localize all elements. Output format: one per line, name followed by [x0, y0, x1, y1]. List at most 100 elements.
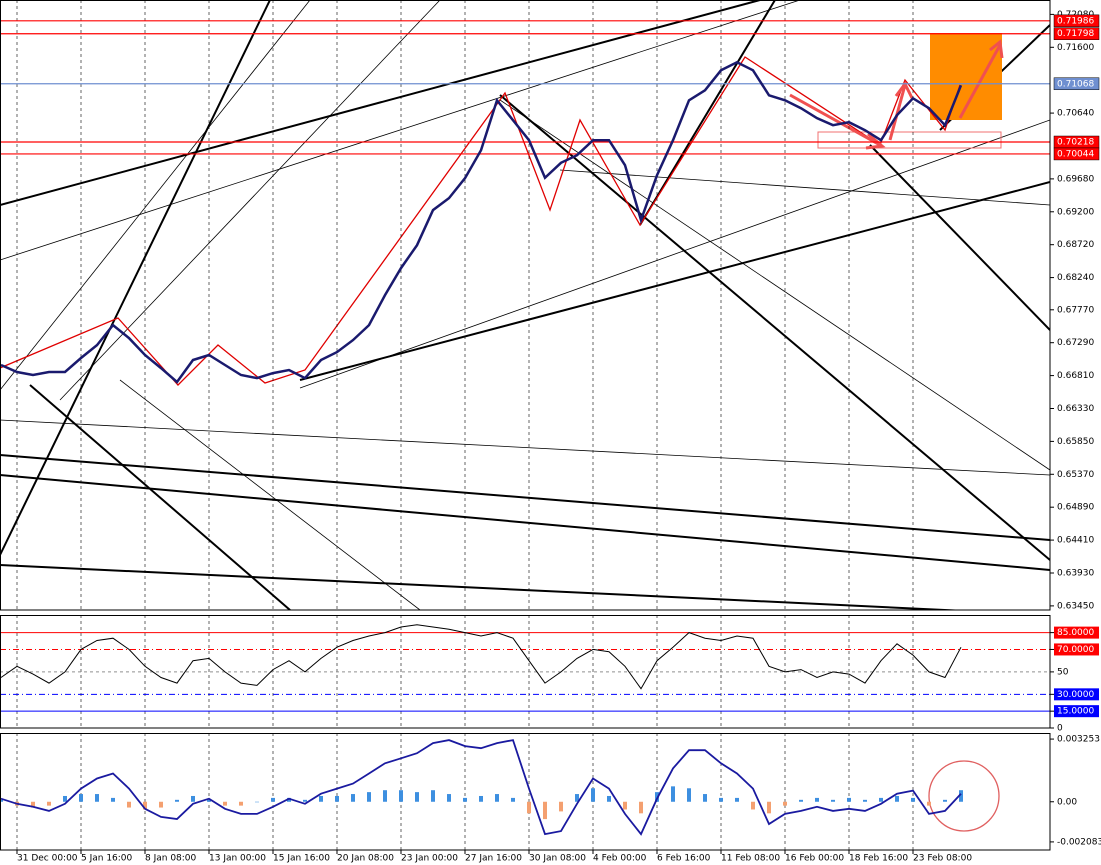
highlight-circle [928, 760, 1000, 832]
histogram-bar [831, 799, 835, 802]
y-tick-label: 0.69680 [1057, 174, 1094, 184]
histogram-bar [687, 788, 691, 802]
y-tick-label: 0.66810 [1057, 371, 1094, 381]
histogram-bar [415, 792, 419, 802]
y-tick-label: 0.64410 [1057, 536, 1094, 546]
y-tick-label: 0.00 [1057, 797, 1077, 807]
x-tick-label: 5 Jan 16:00 [81, 854, 133, 864]
histogram-bar [911, 797, 915, 802]
histogram-bar [735, 797, 739, 802]
x-tick-label: 30 Jan 08:00 [529, 854, 586, 864]
histogram-bar [31, 801, 35, 808]
y-tick-label: 0.65850 [1057, 437, 1094, 447]
y-tick-label: 0.64890 [1057, 503, 1094, 513]
level-label: 0.70218 [1057, 138, 1094, 148]
y-tick-label: 0.71600 [1057, 43, 1094, 53]
y-tick-label: 0.003253 [1057, 735, 1100, 745]
histogram-bar [783, 801, 787, 806]
histogram-bar [255, 801, 259, 803]
x-tick-label: 15 Jan 16:00 [273, 854, 330, 864]
histogram-bar [287, 797, 291, 802]
level-label-box [1053, 77, 1100, 91]
histogram-bar [447, 794, 451, 802]
y-tick-label: 0.69200 [1057, 207, 1094, 217]
histogram-bar [175, 799, 179, 802]
histogram-bar [479, 795, 483, 802]
level-label-box [1054, 705, 1099, 718]
histogram-bar [111, 797, 115, 802]
histogram-bar [799, 799, 803, 802]
macd-panel-frame [0, 733, 1051, 851]
histogram-bar [159, 801, 163, 808]
y-tick-label: 0.67770 [1057, 305, 1094, 315]
histogram-bar [463, 797, 467, 802]
series-line [0, 624, 962, 690]
level-label-box [1054, 688, 1099, 701]
level-label: 0.71068 [1057, 79, 1094, 89]
histogram-bar [559, 801, 563, 812]
histogram-bar [191, 795, 195, 802]
histogram-bar [383, 790, 387, 802]
main-panel-frame [0, 0, 1051, 611]
histogram-bar [575, 794, 579, 802]
histogram-bar [767, 801, 771, 814]
histogram-bar [863, 799, 867, 802]
y-tick-label: 30.0000 [1057, 690, 1094, 700]
histogram-bar [143, 801, 147, 810]
y-tick-label: 0.63930 [1057, 568, 1094, 578]
y-tick-label: 50 [1057, 667, 1069, 677]
histogram-bar [639, 801, 643, 814]
histogram-bar [895, 795, 899, 802]
histogram-bar [399, 790, 403, 802]
x-tick-label: 11 Feb 08:00 [721, 854, 780, 864]
x-tick-label: 27 Jan 16:00 [465, 854, 522, 864]
series-line [0, 739, 962, 836]
histogram-bar [623, 801, 627, 810]
histogram-bar [815, 797, 819, 802]
histogram-bar [335, 795, 339, 802]
y-tick-label: 0.68720 [1057, 240, 1094, 250]
y-tick-label: 0 [1057, 724, 1063, 734]
histogram-bar [271, 797, 275, 802]
pattern-arrows [789, 39, 1004, 150]
histogram-bar [607, 795, 611, 802]
histogram-bar [47, 801, 51, 806]
histogram-bar [95, 794, 99, 802]
support-zone [817, 131, 1002, 149]
histogram-bar [239, 801, 243, 806]
histogram-bar [431, 790, 435, 802]
histogram-bar [959, 790, 963, 802]
y-tick-label: 85.0000 [1057, 628, 1094, 638]
histogram-bar [303, 799, 307, 802]
histogram-bar [79, 794, 83, 802]
y-tick-label: 0.70640 [1057, 109, 1094, 119]
x-tick-label: 8 Jan 08:00 [145, 854, 197, 864]
level-label-box [1054, 626, 1099, 639]
y-tick-label: 0.68240 [1057, 273, 1094, 283]
histogram-bar [703, 794, 707, 802]
histogram-bar [495, 794, 499, 802]
histogram-bar [351, 794, 355, 802]
histogram-bar [0, 799, 3, 802]
histogram-bar [591, 788, 595, 802]
level-label-box [1054, 643, 1099, 656]
y-tick-label: 15.0000 [1057, 707, 1094, 717]
histogram-bar [543, 801, 547, 820]
histogram-bar [63, 795, 67, 802]
x-tick-label: 31 Dec 00:00 [17, 854, 78, 864]
x-tick-label: 4 Feb 00:00 [593, 854, 647, 864]
histogram-bar [879, 797, 883, 802]
level-label-box [1053, 147, 1100, 161]
x-tick-label: 18 Feb 16:00 [849, 854, 908, 864]
level-label-box [1053, 27, 1100, 40]
histogram-bar [367, 792, 371, 802]
x-tick-label: 23 Jan 00:00 [401, 854, 458, 864]
level-label: 0.71798 [1057, 29, 1094, 39]
y-tick-label: -0.002083 [1057, 837, 1101, 847]
y-tick-label: 0.63450 [1057, 601, 1094, 611]
y-tick-label: 0.65370 [1057, 470, 1094, 480]
trend-lines [0, 0, 1050, 610]
level-label: 0.71986 [1057, 16, 1094, 26]
